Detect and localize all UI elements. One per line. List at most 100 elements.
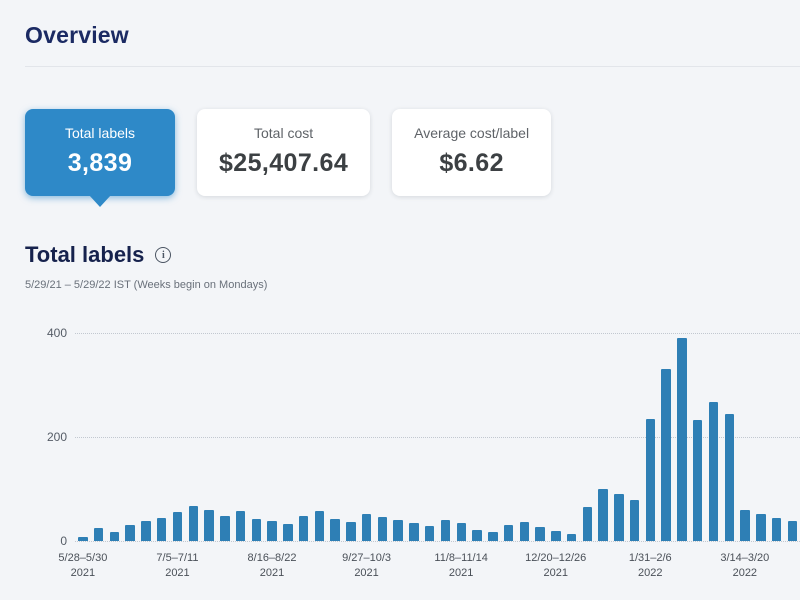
bar[interactable]: [566, 533, 577, 541]
bar-slot: [75, 333, 91, 541]
bar[interactable]: [172, 512, 183, 541]
bar[interactable]: [614, 494, 624, 541]
bar-slot: [453, 333, 469, 541]
bar[interactable]: [346, 522, 356, 541]
bar[interactable]: [141, 521, 151, 541]
bar[interactable]: [787, 521, 798, 541]
info-icon[interactable]: i: [155, 247, 172, 263]
bar-slot: [469, 333, 485, 541]
bar[interactable]: [661, 369, 671, 541]
bar[interactable]: [393, 520, 403, 541]
bar[interactable]: [298, 516, 309, 541]
bar[interactable]: [708, 401, 719, 541]
gridline: [75, 333, 800, 334]
x-axis-tick: 8/16–8/22 2021: [247, 552, 297, 580]
bar[interactable]: [456, 523, 466, 541]
bar[interactable]: [598, 489, 608, 541]
bar-slot: [627, 333, 643, 541]
bar-slot: [264, 333, 280, 541]
bar[interactable]: [472, 529, 482, 541]
bar-slot: [138, 333, 154, 541]
bar[interactable]: [109, 531, 120, 541]
bar-slot: [485, 333, 501, 541]
x-axis-tick: 11/8–11/14 2021: [434, 552, 488, 580]
bar-slot: [185, 333, 201, 541]
bar[interactable]: [361, 513, 372, 541]
bar-slot: [201, 333, 217, 541]
bar-slot: [170, 333, 186, 541]
bar[interactable]: [519, 522, 530, 541]
bar[interactable]: [535, 527, 545, 541]
x-axis-labels: 5/28–5/30 2021 7/5–7/11 2021 8/16–8/22 2021 9/…: [58, 551, 800, 581]
bar[interactable]: [756, 513, 766, 541]
bar-slot: [721, 333, 737, 541]
section-title: Total labels: [25, 242, 145, 267]
page-title: Overview: [25, 22, 129, 48]
bar[interactable]: [220, 516, 230, 541]
bar[interactable]: [440, 520, 451, 541]
y-axis-tick: 200: [46, 430, 67, 444]
bar[interactable]: [156, 517, 167, 541]
bar[interactable]: [377, 517, 388, 541]
bar[interactable]: [330, 519, 340, 541]
bar[interactable]: [93, 528, 104, 541]
stat-card-label: Average cost/label: [414, 125, 530, 141]
x-axis-tick: 1/31–2/6 2022: [628, 552, 672, 580]
y-axis-tick: 400: [46, 326, 67, 340]
bar[interactable]: [645, 418, 656, 541]
bar-slot: [784, 333, 800, 541]
bar[interactable]: [267, 521, 277, 541]
bar[interactable]: [677, 338, 687, 541]
bar-slot: [690, 333, 706, 541]
bar[interactable]: [425, 526, 435, 541]
x-axis-tick: 12/20–12/26 2021: [525, 552, 587, 580]
stat-card-label: Total labels: [64, 125, 136, 141]
bar[interactable]: [582, 507, 593, 541]
stat-card-value: $25,407.64: [219, 149, 349, 177]
bar-slot: [296, 333, 312, 541]
bar-slot: [674, 333, 690, 541]
bar-slot: [611, 333, 627, 541]
bar[interactable]: [314, 510, 325, 541]
bar-slot: [548, 333, 564, 541]
bar-slot: [706, 333, 722, 541]
total-labels-chart: 0 200 400 5/28–5/30 2021 7/5–7/11 2021 8/16–8/…: [25, 305, 800, 581]
section-header: Total labels i: [25, 242, 800, 268]
bar[interactable]: [235, 510, 246, 541]
bar-slot: [233, 333, 249, 541]
bar[interactable]: [488, 531, 498, 541]
overview-page: Overview Total labels 3,839 Total cost $…: [0, 0, 800, 581]
x-axis-tick: 7/5–7/11 2021: [156, 552, 199, 580]
bar-slot: [737, 333, 753, 541]
bar[interactable]: [503, 525, 514, 541]
bar[interactable]: [724, 413, 734, 541]
bar[interactable]: [693, 420, 703, 541]
x-axis-tick: 3/14–3/20 2022: [720, 552, 770, 580]
bar[interactable]: [188, 505, 198, 541]
bar-slot: [516, 333, 532, 541]
bar[interactable]: [740, 509, 750, 541]
stat-card-total-cost[interactable]: Total cost $25,407.64: [197, 109, 371, 196]
bar[interactable]: [283, 524, 293, 541]
bar-slot: [406, 333, 422, 541]
stat-card-total-labels[interactable]: Total labels 3,839: [25, 109, 175, 196]
stat-card-average-cost[interactable]: Average cost/label $6.62: [392, 109, 552, 196]
bar[interactable]: [551, 530, 561, 541]
bar[interactable]: [409, 523, 419, 541]
bar[interactable]: [629, 500, 640, 541]
bar[interactable]: [125, 525, 135, 541]
y-axis-tick: 0: [60, 534, 67, 548]
bar-slot: [375, 333, 391, 541]
bar[interactable]: [204, 509, 214, 541]
plot-area: 0 200 400: [47, 326, 800, 548]
bar[interactable]: [78, 536, 88, 541]
bar-slot: [501, 333, 517, 541]
bar[interactable]: [251, 519, 262, 541]
bar-slot: [154, 333, 170, 541]
bar-slot: [532, 333, 548, 541]
bar-slot: [248, 333, 264, 541]
bar-slot: [422, 333, 438, 541]
bar[interactable]: [771, 517, 782, 541]
bar-slot: [122, 333, 138, 541]
gridline: [75, 437, 800, 438]
